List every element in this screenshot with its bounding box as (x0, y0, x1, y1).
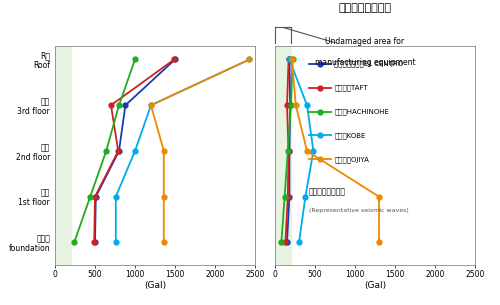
Text: 神戸／KOBE: 神戸／KOBE (334, 132, 366, 139)
Bar (275, 46, 291, 265)
Text: 小千谷／OJIYA: 小千谷／OJIYA (334, 156, 369, 163)
Text: 生産装置非損傷域: 生産装置非損傷域 (338, 3, 392, 13)
Text: 八戸／HACHINOHE: 八戸／HACHINOHE (334, 108, 389, 115)
Bar (55, 46, 71, 265)
Text: タフト／TAFT: タフト／TAFT (334, 84, 368, 91)
Text: （代表的地震波）: （代表的地震波） (308, 188, 346, 197)
Text: エルセントロ／EL CENTRO: エルセントロ／EL CENTRO (334, 61, 403, 67)
Text: manufacturing equipment: manufacturing equipment (314, 58, 416, 67)
X-axis label: (Gal): (Gal) (364, 281, 386, 290)
X-axis label: (Gal): (Gal) (144, 281, 166, 290)
Text: Undamaged area for: Undamaged area for (326, 37, 404, 46)
Text: (Representative seismic waves): (Representative seismic waves) (308, 208, 408, 213)
